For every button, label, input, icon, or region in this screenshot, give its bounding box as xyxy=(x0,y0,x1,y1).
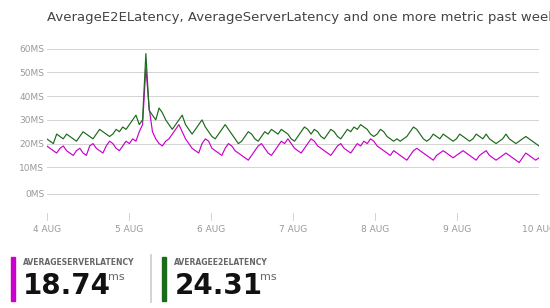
Text: 9 AUG: 9 AUG xyxy=(443,225,471,234)
Text: 8 AUG: 8 AUG xyxy=(361,225,389,234)
Text: ms: ms xyxy=(260,273,276,282)
Text: 6 AUG: 6 AUG xyxy=(197,225,225,234)
Bar xyxy=(11,257,15,301)
Text: ms: ms xyxy=(108,273,125,282)
Text: 4 AUG: 4 AUG xyxy=(32,225,61,234)
Text: 5 AUG: 5 AUG xyxy=(114,225,143,234)
Bar xyxy=(162,257,166,301)
Text: 24.31: 24.31 xyxy=(174,273,262,301)
Text: 7 AUG: 7 AUG xyxy=(279,225,307,234)
Text: 18.74: 18.74 xyxy=(23,273,111,301)
Text: AVERAGEE2ELATENCY: AVERAGEE2ELATENCY xyxy=(174,258,268,267)
Text: 0MS: 0MS xyxy=(25,190,45,199)
Text: AverageE2ELatency, AverageServerLatency and one more metric past week: AverageE2ELatency, AverageServerLatency … xyxy=(47,11,550,24)
Text: 10 AUG: 10 AUG xyxy=(522,225,550,234)
Text: AVERAGESERVERLATENCY: AVERAGESERVERLATENCY xyxy=(23,258,135,267)
